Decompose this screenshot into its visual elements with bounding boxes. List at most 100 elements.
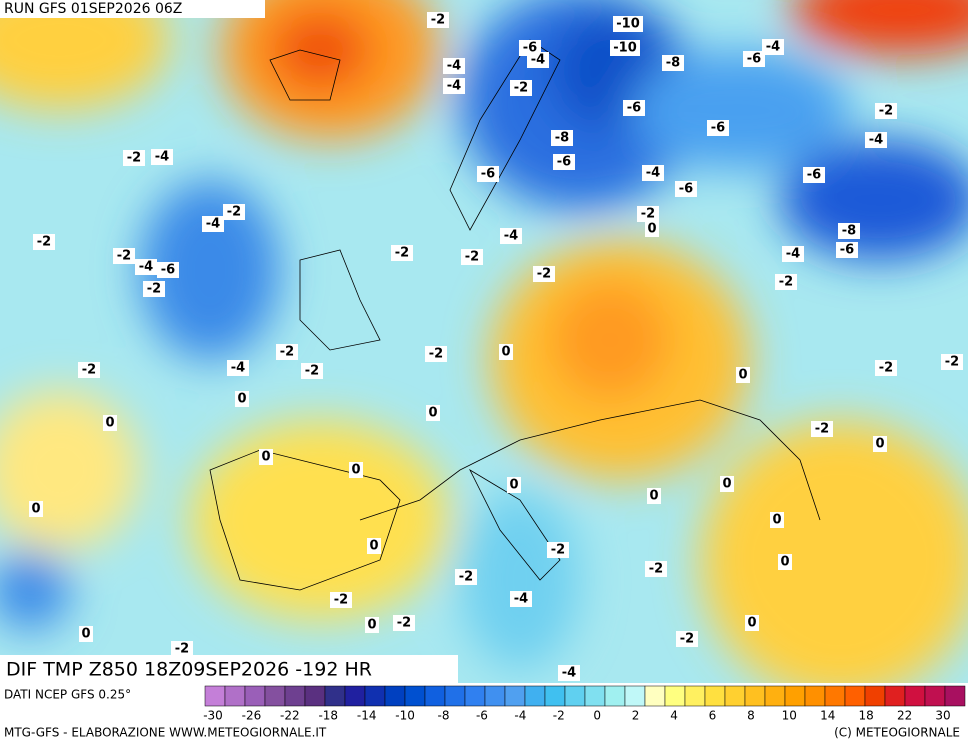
colorbar-tick-label: 6 [709, 709, 717, 723]
contour-label-box [276, 344, 298, 360]
colorbar-tick-label: -30 [203, 709, 223, 723]
contour-label-box [645, 221, 659, 237]
map-field [0, 0, 968, 683]
contour-label: -2 [305, 364, 319, 379]
contour-label-box [393, 615, 415, 631]
contour-label: -6 [627, 101, 641, 116]
contour-label-box [391, 245, 413, 261]
contour-label-box [873, 436, 887, 452]
contour-label-box [527, 52, 549, 68]
contour-label-box [675, 181, 697, 197]
colorbar-tick-label: 18 [859, 709, 874, 723]
coastlines [209, 39, 821, 591]
contour-label: 0 [738, 368, 747, 383]
colorbar-tick-label: -22 [280, 709, 300, 723]
contour-label-box [455, 569, 477, 585]
contour-label: 0 [367, 618, 376, 633]
contour-label: -2 [879, 104, 893, 119]
contour-label: -2 [649, 562, 663, 577]
run-label: RUN GFS 01SEP2026 06Z [4, 1, 182, 17]
contour-label: -2 [280, 345, 294, 360]
contour-label: -2 [879, 361, 893, 376]
contour-label-box [642, 165, 664, 181]
contour-label: -8 [666, 56, 680, 71]
contour-label-box [259, 449, 273, 465]
contour-label: -2 [465, 250, 479, 265]
contour-label-box [135, 259, 157, 275]
contour-label: 0 [649, 489, 658, 504]
colorbar-swatch [244, 685, 266, 707]
contour-label: -10 [613, 41, 637, 56]
contour-label-box [676, 631, 698, 647]
colorbar-swatch [464, 685, 486, 707]
contour-label-box [367, 538, 381, 554]
contour-label: -6 [840, 243, 854, 258]
colorbar-swatch [744, 685, 766, 707]
contour-label-box [330, 592, 352, 608]
contour-label: -6 [523, 41, 537, 56]
contour-label-box [645, 561, 667, 577]
contour-label: -2 [514, 81, 528, 96]
contour-label: -2 [429, 347, 443, 362]
colorbar-tick-label: 0 [593, 709, 601, 723]
contour-label: -2 [459, 570, 473, 585]
contour-label-box [533, 266, 555, 282]
contour-label: -4 [231, 361, 245, 376]
contour-label: -2 [117, 249, 131, 264]
contour-label-box [637, 206, 659, 222]
contour-label: 0 [747, 616, 756, 631]
contour-label-box [782, 246, 804, 262]
contour-label-box [510, 591, 532, 607]
colorbar-swatch [404, 685, 426, 707]
colorbar-tick-label: -8 [438, 709, 450, 723]
contour-label: 0 [647, 222, 656, 237]
contour-label-box [499, 344, 513, 360]
contour-label-box [662, 55, 684, 71]
contour-label-box [743, 51, 765, 67]
colorbar-swatch [344, 685, 366, 707]
contour-label-box [157, 262, 179, 278]
contour-label-box [865, 132, 887, 148]
colorbar-swatch [904, 685, 926, 707]
colorbar-tick-label: -6 [476, 709, 488, 723]
contour-label-box [223, 204, 245, 220]
contour-label: -4 [869, 133, 883, 148]
contour-label-box [151, 149, 173, 165]
colorbar-tick-label: -10 [395, 709, 415, 723]
contour-label: -8 [555, 131, 569, 146]
colorbar-swatch [844, 685, 866, 707]
contour-label: -2 [127, 151, 141, 166]
contour-label-box [547, 542, 569, 558]
contour-label-box [941, 354, 963, 370]
contour-label: -4 [562, 666, 576, 681]
colorbar-swatch [784, 685, 806, 707]
contour-label: -2 [82, 363, 96, 378]
colorbar-swatch [364, 685, 386, 707]
contour-label: -4 [646, 166, 660, 181]
contour-label: -2 [397, 616, 411, 631]
colorbar-swatch [584, 685, 606, 707]
contour-label-box [113, 248, 135, 264]
contour-label: 0 [351, 463, 360, 478]
colorbar-tick-label: -26 [242, 709, 262, 723]
colorbar-tick-label: 10 [782, 709, 797, 723]
colorbar-swatch [664, 685, 686, 707]
contour-label: -2 [227, 205, 241, 220]
contour-label: -4 [766, 40, 780, 55]
run-box [0, 0, 265, 18]
contour-label: -4 [786, 247, 800, 262]
colorbar-tick-label: -4 [514, 709, 526, 723]
source-label: DATI NCEP GFS 0.25° [4, 688, 131, 702]
colorbar-swatch [924, 685, 946, 707]
contour-label-box [510, 80, 532, 96]
contour-label: -6 [711, 121, 725, 136]
colorbar-swatch [304, 685, 326, 707]
colorbar-swatch [264, 685, 286, 707]
colorbar-tick-label: -18 [318, 709, 338, 723]
colorbar-swatch [804, 685, 826, 707]
colorbar-swatch [624, 685, 646, 707]
contour-label: 0 [31, 502, 40, 517]
contour-label-box [443, 78, 465, 94]
colorbar-swatch [504, 685, 526, 707]
contour-label-box [507, 477, 521, 493]
